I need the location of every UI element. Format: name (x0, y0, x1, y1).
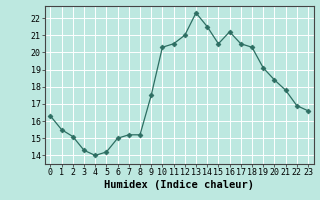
X-axis label: Humidex (Indice chaleur): Humidex (Indice chaleur) (104, 180, 254, 190)
